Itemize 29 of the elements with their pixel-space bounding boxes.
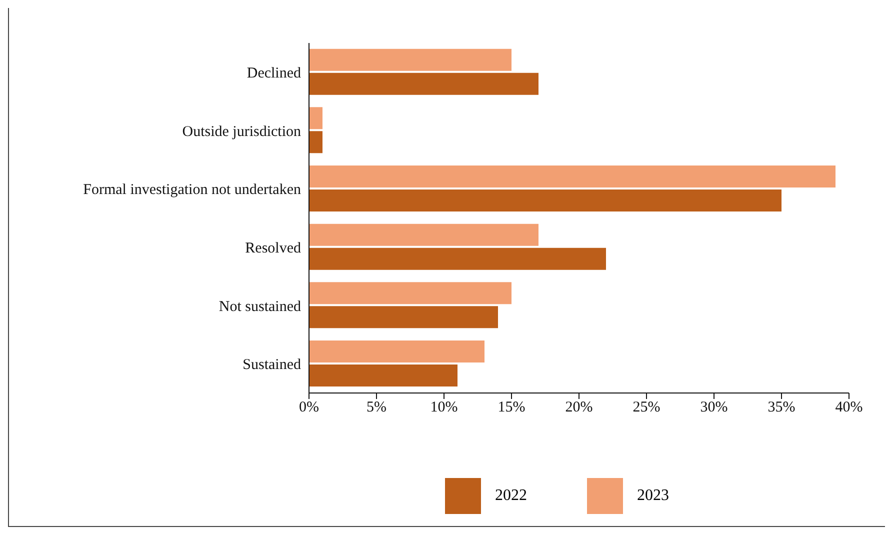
bar [309,306,498,328]
x-tick-label: 15% [498,400,526,416]
x-tick-label: 35% [768,400,796,416]
x-tick-label: 20% [565,400,593,416]
bar [309,166,836,188]
bar [309,248,606,270]
bar [309,190,782,212]
bar [309,107,322,130]
bar [309,364,458,386]
y-tick-label: Outside jurisdiction [182,124,302,140]
bar [309,340,484,362]
x-tick-label: 0% [299,400,319,416]
y-tick-label: Not sustained [218,298,302,315]
bar [309,224,538,246]
y-tick-label: Resolved [245,240,302,256]
bar [309,48,512,71]
x-tick-label: 40% [835,400,863,416]
legend-label: 2023 [637,487,669,505]
bar [309,282,512,304]
x-tick-label: 25% [632,400,660,416]
y-tick-label: Formal investigation not undertaken [83,182,302,198]
bar [309,131,322,154]
y-tick-label: Sustained [242,357,302,374]
x-tick-label: 30% [700,400,728,416]
x-tick-label: 5% [366,400,386,416]
y-tick-label: Declined [246,65,302,82]
legend-label: 2022 [495,487,527,505]
x-tick-label: 10% [430,400,458,416]
bar [309,72,538,95]
